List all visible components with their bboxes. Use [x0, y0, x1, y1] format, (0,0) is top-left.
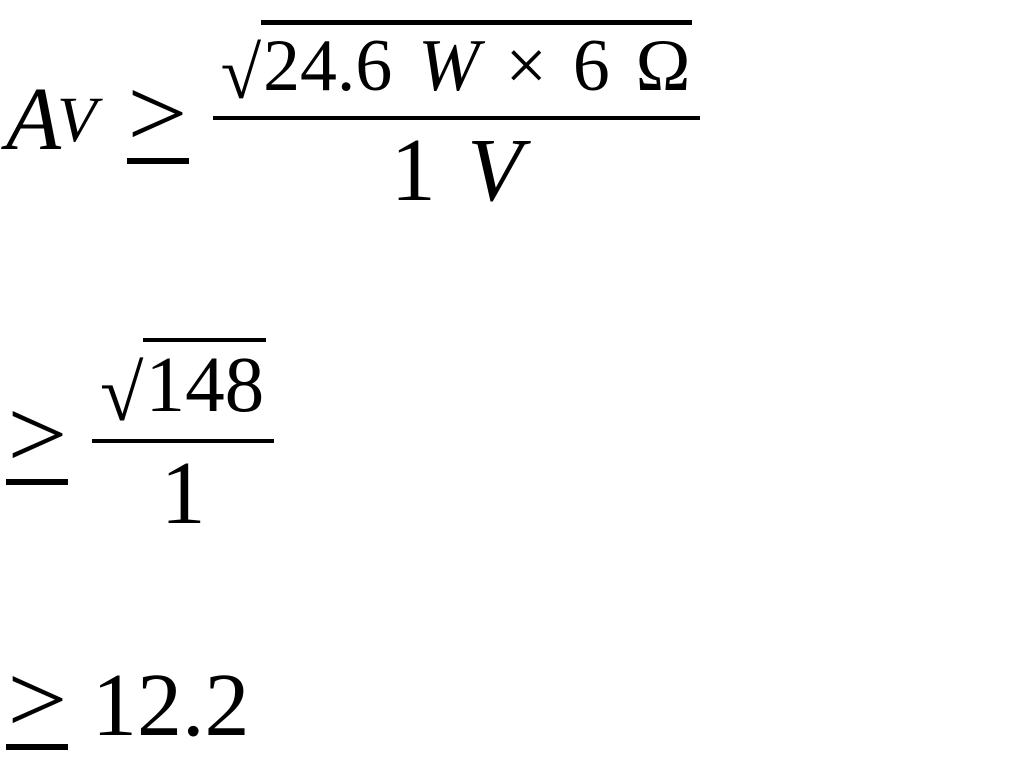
denominator-2: 1: [153, 443, 214, 543]
numerator-1: √ 24.6 W × 6Ω: [213, 20, 701, 116]
geq-symbol: >: [127, 76, 189, 164]
num-6: 6: [573, 24, 610, 106]
variable-A: A: [6, 75, 61, 165]
gt-icon: >: [7, 662, 67, 740]
equation-line-1: AV > √ 24.6W×6Ω 1V: [6, 20, 1018, 220]
equation-line-2: > √ 148 1: [6, 338, 1018, 543]
numerator-2: √ 148: [92, 338, 274, 439]
num-24-6: 24.6: [263, 24, 392, 106]
equation-block: AV > √ 24.6W×6Ω 1V >: [0, 0, 1024, 751]
times-icon: ×: [505, 24, 547, 106]
radical-icon: √: [221, 44, 262, 103]
sqrt-1: √ 24.6 W × 6Ω: [221, 20, 693, 104]
sqrt-2: √ 148: [100, 338, 266, 427]
result-value: 12.2: [92, 661, 250, 751]
gt-icon: >: [7, 397, 67, 475]
equation-line-3: > 12.2: [6, 661, 1018, 751]
unit-V: V: [467, 121, 522, 220]
radicand-1: 24.6 W × 6Ω: [261, 20, 692, 104]
geq-symbol: >: [6, 662, 68, 750]
subscript-V: V: [57, 88, 97, 153]
unit-omega: Ω: [636, 24, 691, 106]
gt-icon: >: [127, 76, 187, 154]
unit-W: W: [418, 24, 479, 106]
fraction-2: √ 148 1: [92, 338, 274, 543]
geq-symbol: >: [6, 397, 68, 485]
radical-icon: √: [100, 363, 143, 426]
fraction-1: √ 24.6 W × 6Ω 1V: [213, 20, 701, 220]
radicand-2: 148: [143, 338, 266, 427]
num-1: 1: [391, 121, 436, 220]
denominator-1: 1V: [383, 120, 530, 220]
